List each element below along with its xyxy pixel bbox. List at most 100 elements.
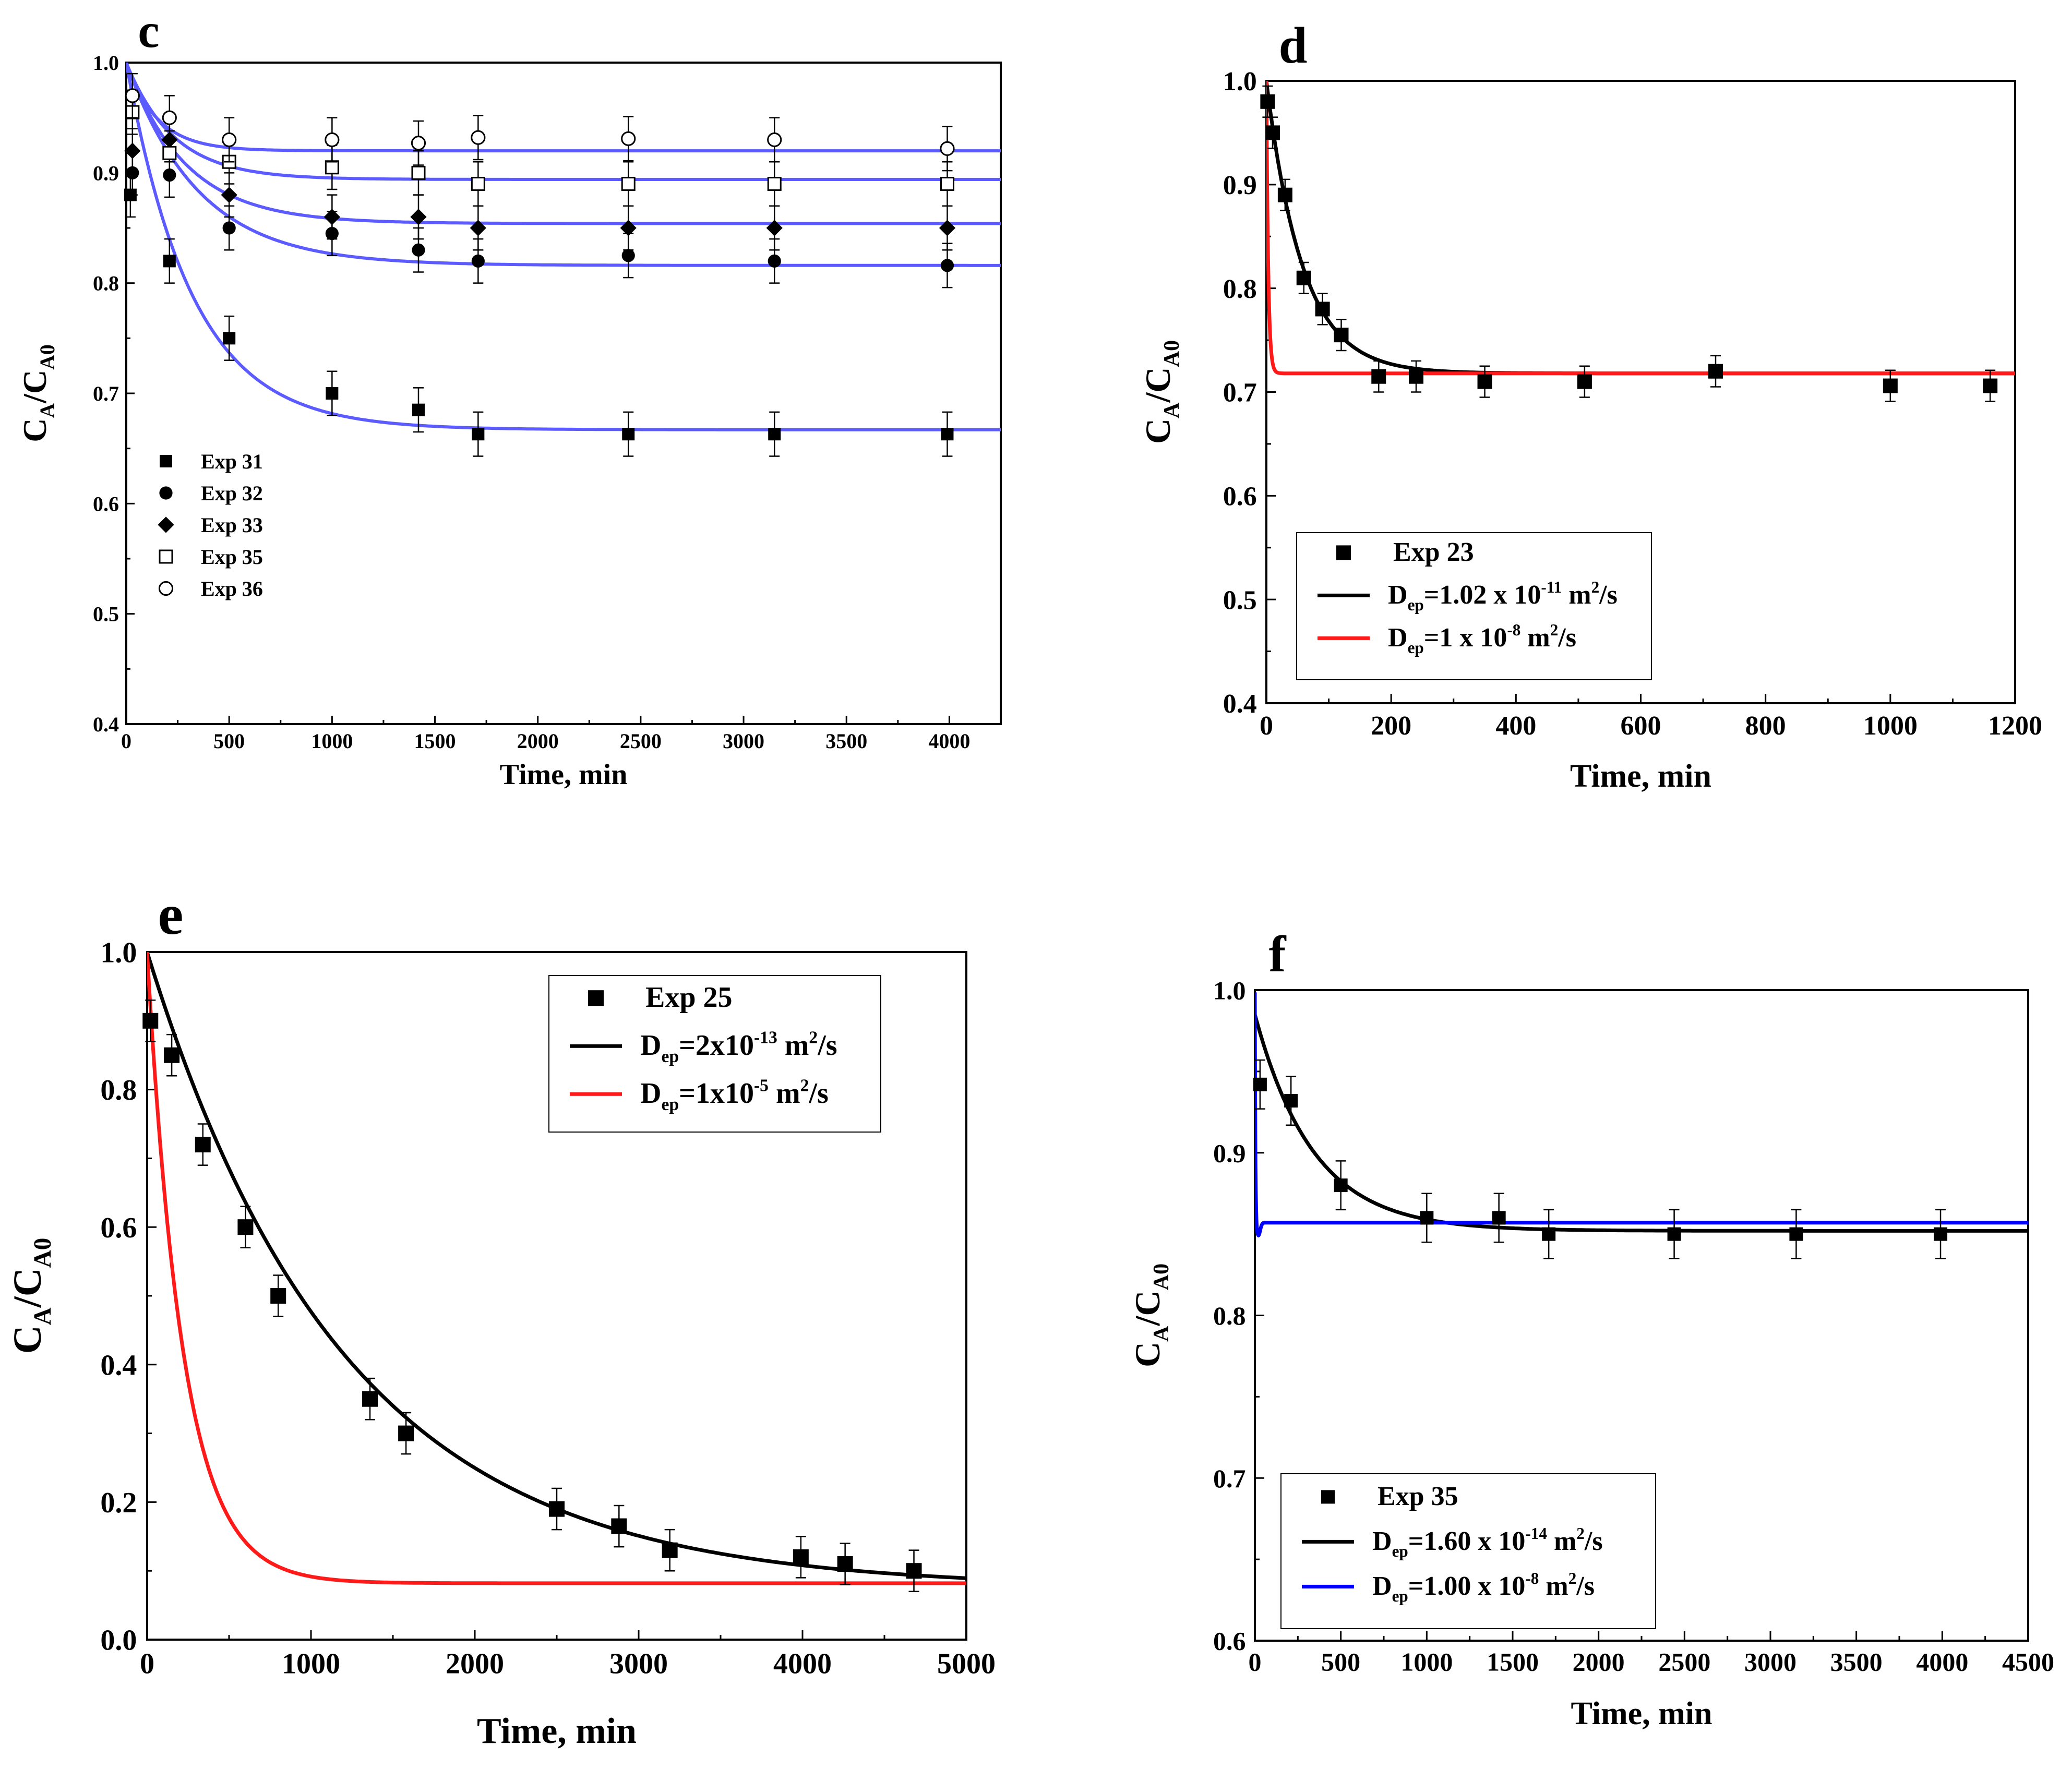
x-tick-label: 2000	[1573, 1647, 1625, 1677]
data-point	[940, 176, 954, 191]
x-tick-label: 200	[1371, 711, 1411, 741]
y-axis-label: CA/CA0	[1128, 1263, 1173, 1367]
y-label-sub: A	[1159, 402, 1184, 418]
y-label-mid: /C	[16, 370, 53, 404]
x-tick-label: 3500	[825, 729, 867, 753]
data-point	[470, 220, 486, 236]
x-tick-label: 4500	[2002, 1647, 2054, 1677]
y-tick-label: 0.6	[1223, 482, 1257, 512]
y-tick-label: 0.8	[1223, 274, 1257, 304]
legend-d: D	[1388, 623, 1408, 653]
legend-unit-exp: 2	[809, 1028, 818, 1048]
x-tick-label: 500	[1321, 1647, 1360, 1677]
y-axis-label: CA/CA0	[16, 344, 59, 442]
x-tick-label: 600	[1621, 711, 1661, 741]
legend-unit: m	[1562, 580, 1591, 610]
x-tick-label: 1000	[311, 729, 353, 753]
legend-exp: -14	[1525, 1524, 1547, 1543]
legend-unit-exp: 2	[1550, 621, 1559, 639]
data-point	[1296, 270, 1311, 285]
x-tick-label: 800	[1745, 711, 1786, 741]
legend-unit-exp: 2	[1591, 578, 1600, 596]
legend-unit-tail: /s	[1584, 1526, 1603, 1556]
legend-label: Exp 36	[201, 577, 263, 600]
y-label-sub: A0	[1159, 340, 1184, 367]
fit-curve	[1266, 81, 2015, 376]
data-point	[1315, 302, 1330, 317]
data-point	[1260, 94, 1275, 109]
data-point	[768, 254, 781, 268]
legend-d: D	[1372, 1526, 1392, 1556]
fit-curve	[1255, 1014, 2028, 1233]
y-tick-label: 0.4	[100, 1349, 137, 1381]
data-point	[270, 1288, 286, 1304]
data-point	[1492, 1211, 1506, 1225]
x-axis-label: Time, min	[1571, 1696, 1712, 1731]
panel-f: f 0 500 1000 1500 2000 2500 3000 3500 4000 4500 0.6…	[1128, 926, 2054, 1731]
panel-letter: c	[138, 4, 159, 58]
legend-box	[1280, 1473, 1656, 1629]
x-tick-label: 3000	[1744, 1647, 1796, 1677]
legend-unit-tail: /s	[1576, 1571, 1595, 1601]
legend-main: =1.02 x 10	[1424, 580, 1541, 610]
y-label-c: C	[1128, 1342, 1167, 1367]
y-label-mid: /C	[1128, 1290, 1167, 1326]
data-point	[160, 455, 172, 467]
y-tick-label: 0.9	[1223, 171, 1257, 200]
data-point	[1265, 125, 1280, 140]
data-point	[221, 187, 237, 203]
legend-main: =2x10	[679, 1029, 754, 1062]
legend-label: Exp 33	[201, 513, 263, 537]
x-tick-label: 4000	[1916, 1647, 1968, 1677]
data-point	[588, 990, 604, 1006]
legend-unit: m	[1520, 623, 1550, 653]
legend-label: Dep=1.60 x 10-14 m2/s	[1372, 1524, 1603, 1560]
legend-label: Exp 32	[201, 482, 263, 505]
y-tick-label: 0.8	[1213, 1301, 1246, 1330]
legend-label: Exp 35	[201, 545, 263, 569]
fit-curve	[126, 63, 1001, 225]
legend-label: Exp 23	[1393, 537, 1474, 567]
data-point	[940, 259, 954, 272]
y-axis-label: CA/CA0	[1138, 340, 1184, 444]
data-point	[1883, 378, 1898, 393]
panel-letter: f	[1269, 926, 1287, 983]
legend-exp: -5	[754, 1076, 769, 1096]
x-tick-label: 4000	[773, 1647, 832, 1680]
data-point	[940, 141, 955, 156]
x-tick-label: 3000	[609, 1647, 668, 1680]
legend-unit-exp: 2	[1568, 1569, 1577, 1587]
x-tick-label: 0	[121, 729, 131, 753]
y-tick-label: 0.0	[100, 1624, 137, 1657]
data-point	[621, 249, 635, 262]
data-point	[1334, 328, 1349, 343]
legend-main: =1.60 x 10	[1408, 1526, 1526, 1556]
data-point	[410, 209, 427, 225]
x-tick-label: 0	[1249, 1647, 1262, 1677]
data-point	[325, 160, 339, 175]
data-point	[549, 1501, 565, 1517]
data-point	[324, 209, 340, 225]
legend-unit-tail: /s	[1599, 580, 1618, 610]
data-point	[1789, 1227, 1803, 1241]
legend-sub: ep	[661, 1047, 679, 1066]
fit-curve	[126, 63, 1001, 431]
y-tick-label: 0.6	[100, 1212, 137, 1244]
data-point	[326, 387, 339, 400]
legend-sub: ep	[661, 1095, 679, 1114]
legend-box	[1296, 532, 1652, 680]
data-point	[222, 132, 237, 148]
legend-main: =1 x 10	[1424, 623, 1507, 653]
legend-sub: ep	[1408, 639, 1424, 657]
legend-d: D	[1388, 580, 1408, 610]
data-point	[411, 165, 426, 180]
legend-exp: -13	[754, 1028, 777, 1048]
data-point	[471, 130, 486, 145]
y-tick-label: 0.7	[1213, 1464, 1246, 1493]
legend-label: Exp 31	[201, 450, 263, 473]
y-tick-label: 0.7	[1223, 378, 1257, 408]
legend-unit-tail: /s	[817, 1029, 837, 1062]
data-point	[1983, 378, 1998, 393]
x-tick-label: 1000	[282, 1647, 340, 1680]
